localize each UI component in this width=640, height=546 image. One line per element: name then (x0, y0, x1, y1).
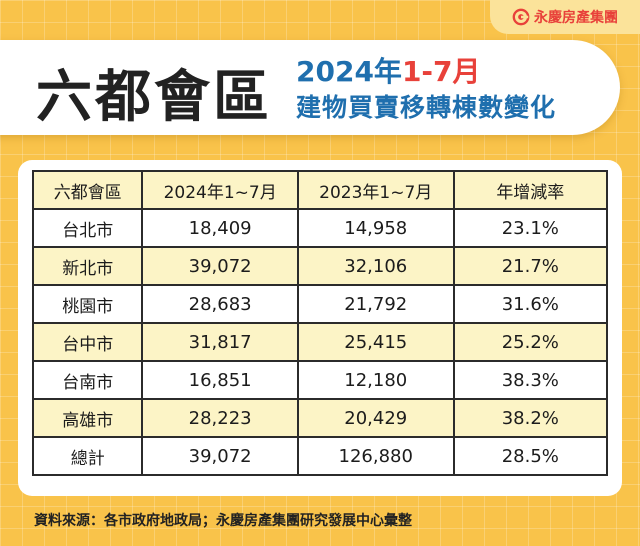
cell-city: 高雄市 (31, 398, 144, 438)
cell-2023: 126,880 (296, 436, 455, 476)
subtitle-period: 2024年1-7月 (296, 50, 481, 90)
cell-rate: 38.2% (452, 398, 609, 438)
cell-2023: 25,415 (296, 322, 455, 362)
brand-badge: 永慶房產集團 (490, 0, 640, 34)
cell-city: 總計 (31, 436, 144, 476)
cell-city: 台中市 (31, 322, 144, 362)
table-row: 台北市 18,409 14,958 23.1% (31, 208, 609, 248)
cell-rate: 28.5% (452, 436, 609, 476)
table-row: 新北市 39,072 32,106 21.7% (31, 246, 609, 286)
cell-rate: 31.6% (452, 284, 609, 324)
header-card (0, 40, 620, 135)
cell-2023: 14,958 (296, 208, 455, 248)
cell-city: 新北市 (31, 246, 144, 286)
cell-rate: 38.3% (452, 360, 609, 400)
cell-rate: 21.7% (452, 246, 609, 286)
header-rate: 年增減率 (452, 170, 609, 210)
cell-2024: 16,851 (141, 360, 299, 400)
cell-rate: 23.1% (452, 208, 609, 248)
header-2023: 2023年1~7月 (296, 170, 455, 210)
header-city: 六都會區 (31, 170, 144, 210)
table-row: 台中市 31,817 25,415 25.2% (31, 322, 609, 362)
cell-rate: 25.2% (452, 322, 609, 362)
brand-name: 永慶房產集團 (534, 10, 618, 26)
cell-2023: 32,106 (296, 246, 455, 286)
table-card: 六都會區 2024年1~7月 2023年1~7月 年增減率 台北市 18,409… (18, 160, 622, 496)
source-footnote: 資料來源：各市政府地政局；永慶房產集團研究發展中心彙整 (34, 513, 412, 529)
table-row: 桃園市 28,683 21,792 31.6% (31, 284, 609, 324)
table-row-total: 總計 39,072 126,880 28.5% (31, 436, 609, 476)
cell-2024: 18,409 (141, 208, 299, 248)
cell-2023: 20,429 (296, 398, 455, 438)
cell-2023: 12,180 (296, 360, 455, 400)
subtitle-months: 1-7月 (401, 55, 481, 88)
table-header-row: 六都會區 2024年1~7月 2023年1~7月 年增減率 (31, 170, 609, 210)
cell-2024: 39,072 (141, 436, 299, 476)
yongqing-logo-icon (512, 8, 530, 26)
header-2024: 2024年1~7月 (141, 170, 299, 210)
cell-city: 台北市 (31, 208, 144, 248)
cell-city: 台南市 (31, 360, 144, 400)
subtitle-year: 2024年 (296, 55, 402, 88)
cell-2024: 28,223 (141, 398, 299, 438)
page-title: 六都會區 (36, 65, 272, 130)
table-row: 高雄市 28,223 20,429 38.2% (31, 398, 609, 438)
table-row: 台南市 16,851 12,180 38.3% (31, 360, 609, 400)
cell-2023: 21,792 (296, 284, 455, 324)
subtitle-topic: 建物買賣移轉棟數變化 (296, 93, 557, 122)
cell-2024: 31,817 (141, 322, 299, 362)
cell-city: 桃園市 (31, 284, 144, 324)
cell-2024: 39,072 (141, 246, 299, 286)
transfer-table: 六都會區 2024年1~7月 2023年1~7月 年增減率 台北市 18,409… (31, 170, 609, 476)
cell-2024: 28,683 (141, 284, 299, 324)
